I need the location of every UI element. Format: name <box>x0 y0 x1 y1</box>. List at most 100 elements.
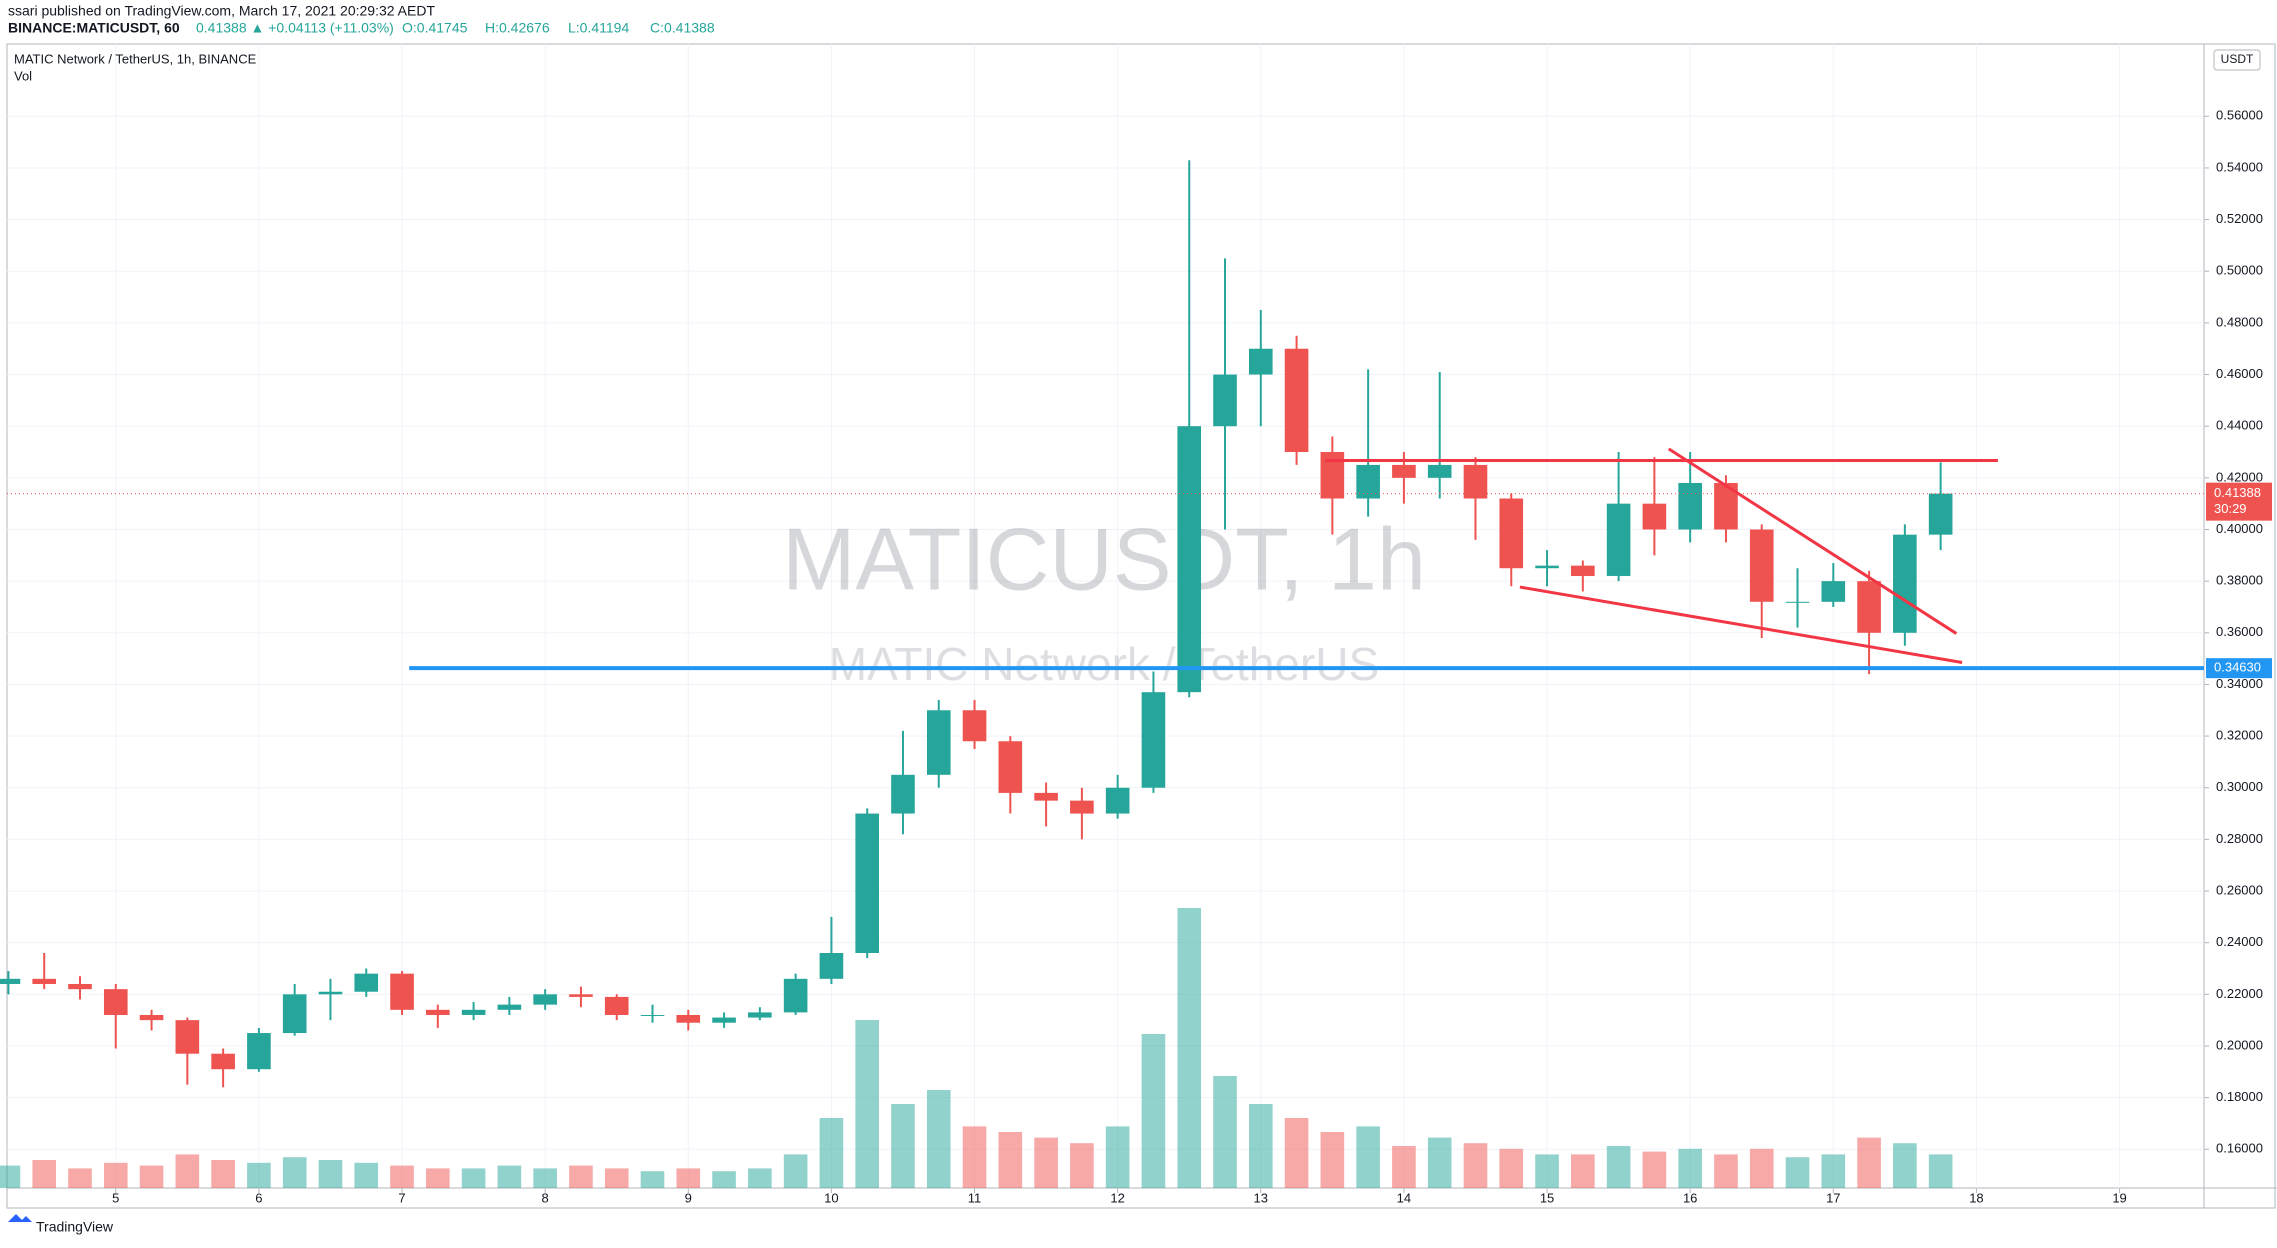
candle-body <box>1928 493 1953 535</box>
volume-bar <box>1535 1154 1559 1188</box>
candle-body <box>1749 529 1774 602</box>
volume-bar <box>68 1168 92 1188</box>
candle-body <box>819 953 844 979</box>
x-tick-label: 17 <box>1826 1190 1840 1205</box>
volume-bar <box>855 1020 880 1188</box>
candle-body <box>962 710 987 742</box>
volume-bar <box>1499 1148 1524 1188</box>
watermark: MATICUSDT, 1h <box>782 509 1426 608</box>
x-tick-label: 14 <box>1397 1190 1411 1205</box>
candle-body <box>211 1053 235 1070</box>
candle-body <box>1714 483 1738 530</box>
y-tick-label: 0.48000 <box>2216 314 2263 329</box>
candle-body <box>604 996 629 1015</box>
logo <box>8 1214 32 1222</box>
volume-bar <box>1034 1137 1058 1188</box>
trend-line <box>1519 585 1963 664</box>
candle-body <box>68 983 92 990</box>
volume-bar <box>1714 1154 1738 1188</box>
candle-body <box>1105 787 1130 814</box>
candle-body <box>783 978 808 1013</box>
volume-bar <box>175 1154 200 1188</box>
candle-body <box>1141 692 1166 788</box>
y-tick-label: 0.32000 <box>2216 728 2263 743</box>
volume-bar <box>783 1154 808 1188</box>
y-tick-label: 0.24000 <box>2216 934 2263 949</box>
candle-body <box>282 994 307 1034</box>
volume-bar <box>1785 1157 1810 1188</box>
candle-body <box>1821 581 1846 602</box>
x-tick-label: 6 <box>255 1190 262 1205</box>
candle-body <box>1356 464 1380 499</box>
candle-body <box>1070 800 1094 814</box>
trend-line <box>1667 447 1958 635</box>
x-tick-label: 9 <box>685 1190 692 1205</box>
volume-bar <box>354 1162 379 1188</box>
y-tick-label: 0.36000 <box>2216 624 2263 639</box>
candle-body <box>318 991 343 995</box>
volume-bar <box>1857 1137 1881 1188</box>
candle-body <box>1678 483 1702 530</box>
candle-body <box>0 978 21 984</box>
y-tick-label: 0.26000 <box>2216 882 2263 897</box>
candle-body <box>1535 565 1559 569</box>
y-tick-label: 0.38000 <box>2216 573 2263 588</box>
volume-bar <box>211 1160 235 1188</box>
volume-bar <box>32 1160 57 1188</box>
candle-body <box>1248 348 1273 375</box>
volume-bar <box>533 1168 557 1188</box>
countdown: 30:29 <box>2214 501 2247 516</box>
volume-bar <box>1070 1143 1094 1188</box>
volume-bar <box>1571 1154 1595 1188</box>
candle-body <box>1463 464 1488 499</box>
volume-bar <box>640 1171 665 1188</box>
y-tick-label: 0.28000 <box>2216 831 2263 846</box>
y-tick-label: 0.34000 <box>2216 676 2263 691</box>
x-tick-label: 5 <box>112 1190 119 1205</box>
candle-body <box>1177 426 1202 693</box>
candle-body <box>390 973 414 1010</box>
volume-bar <box>569 1165 593 1188</box>
header-close: C:0.41388 <box>650 20 715 36</box>
candle-body <box>175 1020 200 1054</box>
candle-body <box>1857 581 1881 633</box>
volume-label: Vol <box>14 68 32 83</box>
candle-body <box>712 1017 736 1023</box>
y-tick-label: 0.46000 <box>2216 366 2263 381</box>
y-tick-label: 0.22000 <box>2216 986 2263 1001</box>
level-price-box <box>2206 658 2272 679</box>
y-tick-label: 0.56000 <box>2216 108 2263 123</box>
x-tick-label: 12 <box>1110 1190 1124 1205</box>
volume-bar <box>1893 1143 1917 1188</box>
volume-bar <box>1678 1148 1702 1188</box>
volume-bar <box>1427 1137 1452 1188</box>
candle-body <box>139 1014 164 1021</box>
y-tick-label: 0.42000 <box>2216 469 2263 484</box>
candle-body <box>891 774 915 814</box>
y-tick-label: 0.20000 <box>2216 1037 2263 1052</box>
currency-box[interactable] <box>2213 49 2261 71</box>
y-tick-label: 0.52000 <box>2216 211 2263 226</box>
volume-bar <box>1105 1126 1130 1188</box>
volume-bar <box>926 1090 951 1188</box>
candle-body <box>1427 464 1452 478</box>
header-high: H:0.42676 <box>485 20 550 36</box>
y-tick-label: 0.50000 <box>2216 263 2263 278</box>
candle-body <box>676 1014 701 1023</box>
volume-bar <box>962 1126 987 1188</box>
legend-title: MATIC Network / TetherUS, 1h, BINANCE <box>14 51 257 66</box>
volume-bar <box>1177 908 1202 1188</box>
y-tick-label: 0.44000 <box>2216 418 2263 433</box>
candle-body <box>1213 374 1237 427</box>
volume-bar <box>139 1165 164 1188</box>
volume-bar <box>247 1162 271 1188</box>
y-tick-label: 0.16000 <box>2216 1141 2263 1156</box>
x-tick-label: 7 <box>398 1190 405 1205</box>
volume-bar <box>748 1168 772 1188</box>
volume-bar <box>998 1132 1023 1188</box>
candle-body <box>1785 601 1810 603</box>
candles <box>0 160 1953 1088</box>
publish-info: ssari published on TradingView.com, Marc… <box>8 3 435 19</box>
axes: 0.16000 0.18000 0.20000 0.22000 0.24000 0.260… <box>112 108 2272 1205</box>
